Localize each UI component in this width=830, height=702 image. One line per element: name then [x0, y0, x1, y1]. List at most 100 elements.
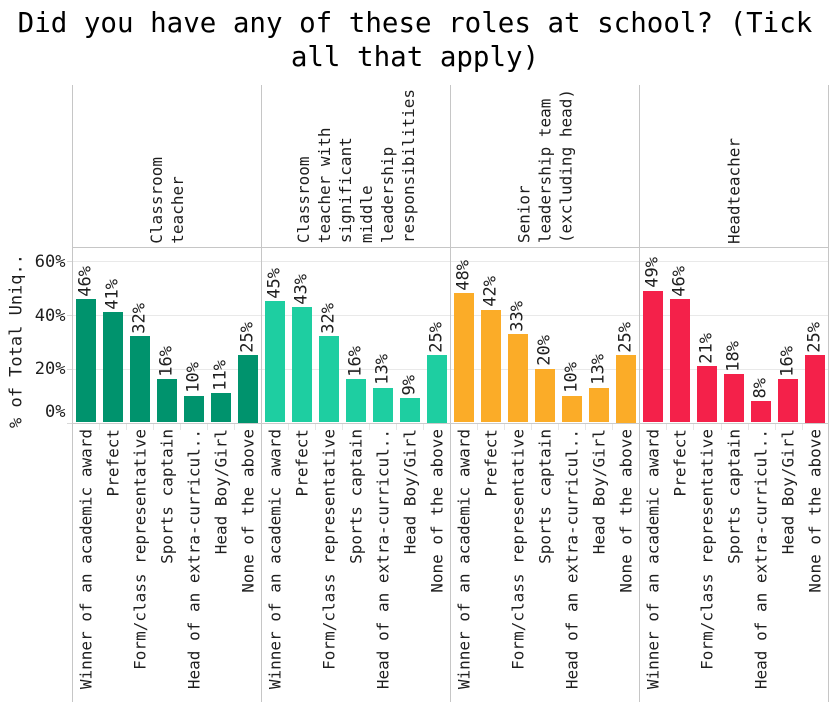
- bar-value-label: 48%: [453, 260, 474, 291]
- panel-header: Headteacher: [724, 137, 744, 244]
- x-axis-line: [72, 422, 829, 424]
- category-label: None of the above: [238, 429, 258, 593]
- category-label: Prefect: [481, 429, 501, 497]
- category-label: Form/class representative: [697, 429, 717, 670]
- bar: [723, 374, 745, 423]
- bar: [129, 336, 151, 423]
- category-label: Prefect: [292, 429, 312, 497]
- category-separator-tick: [180, 423, 182, 430]
- bar-value-label: 11%: [210, 359, 231, 391]
- bar: [291, 306, 313, 423]
- bar: [588, 387, 610, 423]
- y-axis-tick: [67, 261, 73, 263]
- category-label: Winner of an academic award: [76, 429, 96, 690]
- category-separator-tick: [666, 423, 668, 430]
- category-separator-tick: [477, 423, 479, 430]
- bar: [156, 379, 178, 423]
- category-separator-tick: [99, 423, 101, 430]
- category-label: Sports captain: [724, 429, 744, 564]
- bar: [318, 336, 340, 423]
- bar-value-label: 32%: [129, 303, 150, 334]
- bar-value-label: 18%: [723, 340, 744, 372]
- category-separator-tick: [693, 423, 695, 430]
- bar: [183, 395, 205, 423]
- category-label: None of the above: [805, 429, 825, 593]
- category-label: Head of an extra-curricul..: [751, 429, 771, 690]
- bar-value-label: 25%: [804, 322, 825, 353]
- category-separator-tick: [369, 423, 371, 430]
- bar-value-label: 9%: [399, 375, 420, 396]
- category-label: Prefect: [670, 429, 690, 497]
- bar: [804, 355, 826, 423]
- header-separator-line: [72, 247, 829, 248]
- category-label: None of the above: [616, 429, 636, 593]
- category-separator-tick: [747, 423, 749, 430]
- bar-value-label: 10%: [561, 362, 582, 394]
- category-separator-tick: [585, 423, 587, 430]
- category-label: Winner of an academic award: [265, 429, 285, 690]
- category-separator-tick: [396, 423, 398, 430]
- bar-value-label: 25%: [426, 322, 447, 353]
- bar-value-label: 25%: [237, 322, 258, 353]
- y-tick-label: 40%: [34, 305, 66, 326]
- category-label: Form/class representative: [130, 429, 150, 670]
- bar: [426, 355, 448, 423]
- bar: [561, 395, 583, 423]
- bar: [345, 379, 367, 423]
- panel-border: [260, 84, 262, 702]
- bar-value-label: 46%: [669, 265, 690, 297]
- bar-value-label: 49%: [642, 257, 663, 289]
- bar-value-label: 45%: [264, 268, 285, 299]
- axis-boundary-tick: [638, 423, 640, 430]
- category-label: Sports captain: [157, 429, 177, 564]
- bar-value-label: 33%: [507, 300, 528, 332]
- category-separator-tick: [423, 423, 425, 430]
- panel-header: Classroom teacher: [146, 156, 187, 244]
- bar-value-label: 8%: [750, 378, 771, 399]
- category-separator-tick: [531, 423, 533, 430]
- bar: [777, 379, 799, 423]
- category-label: Form/class representative: [508, 429, 528, 670]
- y-axis-tick: [67, 314, 73, 316]
- category-label: None of the above: [427, 429, 447, 593]
- category-separator-tick: [774, 423, 776, 430]
- chart-title: Did you have any of these roles at schoo…: [17, 7, 813, 73]
- category-separator-tick: [288, 423, 290, 430]
- category-separator-tick: [126, 423, 128, 430]
- panel-border: [71, 84, 73, 702]
- bar: [534, 368, 556, 423]
- axis-boundary-tick: [449, 423, 451, 430]
- category-label: Head Boy/Girl: [778, 429, 798, 555]
- bar: [750, 400, 772, 423]
- bar: [453, 293, 475, 423]
- y-axis-tick: [67, 368, 73, 370]
- bar: [372, 387, 394, 423]
- bar: [615, 355, 637, 423]
- bar: [264, 301, 286, 423]
- category-separator-tick: [801, 423, 803, 430]
- bar-value-label: 13%: [588, 354, 609, 386]
- axis-boundary-tick: [71, 423, 73, 430]
- bar-value-label: 46%: [75, 265, 96, 297]
- y-tick-label: 60%: [34, 251, 66, 272]
- bar: [669, 298, 691, 423]
- bar-value-label: 16%: [777, 346, 798, 377]
- axis-boundary-tick: [260, 423, 262, 430]
- category-label: Head Boy/Girl: [211, 429, 231, 555]
- panel-header: Classroom teacher with significant middl…: [293, 89, 418, 244]
- bar-value-label: 10%: [183, 362, 204, 394]
- y-tick-label: 0%: [45, 402, 66, 422]
- bar: [642, 290, 664, 423]
- bar-value-label: 13%: [372, 354, 393, 386]
- bar-value-label: 32%: [318, 303, 339, 334]
- bar: [399, 398, 421, 423]
- axis-boundary-tick: [828, 423, 830, 430]
- panel-border: [828, 84, 830, 702]
- category-separator-tick: [720, 423, 722, 430]
- category-separator-tick: [612, 423, 614, 430]
- category-separator-tick: [342, 423, 344, 430]
- category-label: Head of an extra-curricul..: [562, 429, 582, 690]
- bar-value-label: 42%: [480, 276, 501, 308]
- bar: [210, 392, 232, 423]
